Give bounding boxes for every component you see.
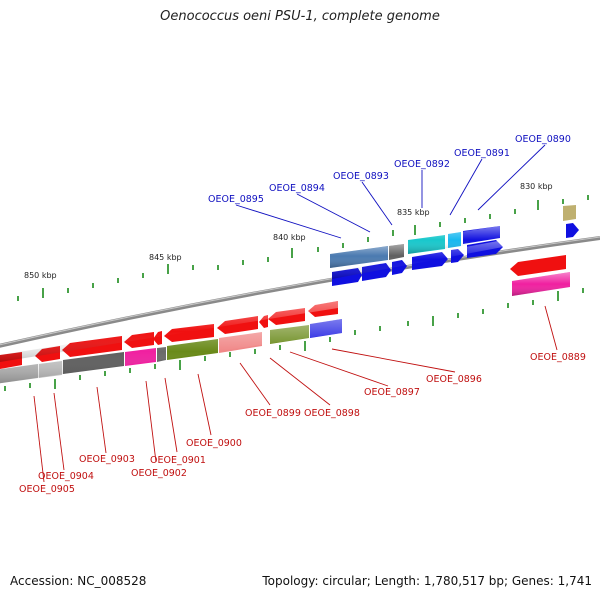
- gene-label-oeoe-0896: OEOE_0896: [426, 374, 482, 385]
- scale-labels: 830 kbp 835 kbp 840 kbp 845 kbp 850 kbp: [24, 182, 553, 280]
- gene-label-oeoe-0897: OEOE_0897: [364, 387, 420, 398]
- gene-feature: [330, 244, 404, 268]
- gene-label-oeoe-0899: OEOE_0899: [245, 408, 301, 419]
- scale-label-850: 850 kbp: [24, 271, 57, 280]
- plus-gene-labels: OEOE_0890 OEOE_0891 OEOE_0892 OEOE_0893 …: [208, 134, 571, 205]
- gene-label-oeoe-0893: OEOE_0893: [333, 171, 389, 182]
- gene-arrow-0889: [510, 255, 566, 276]
- accession-text: Accession: NC_008528: [10, 574, 147, 588]
- gene-label-oeoe-0898: OEOE_0898: [304, 408, 360, 419]
- plus-leader-lines: [235, 144, 546, 239]
- genome-backbone: [0, 236, 600, 348]
- minus-gene-labels: OEOE_0889 OEOE_0896 OEOE_0897 OEOE_0898 …: [19, 352, 586, 495]
- scale-label-840: 840 kbp: [273, 233, 306, 242]
- scale-label-845: 845 kbp: [149, 253, 182, 262]
- minus-strand-genes: [0, 255, 566, 369]
- genome-summary-text: Topology: circular; Length: 1,780,517 bp…: [262, 574, 592, 588]
- gene-label-oeoe-0892: OEOE_0892: [394, 159, 450, 170]
- inner-tick-row: [4, 288, 584, 391]
- plus-strand-cog-track: [330, 205, 576, 268]
- gene-label-oeoe-0904: OEOE_0904: [38, 471, 94, 482]
- gene-label-oeoe-0889: OEOE_0889: [530, 352, 586, 363]
- minus-leader-lines: [33, 305, 558, 483]
- gene-label-oeoe-0890: OEOE_0890: [515, 134, 571, 145]
- map-title: Oenococcus oeni PSU-1, complete genome: [160, 9, 440, 24]
- scale-label-835: 835 kbp: [397, 208, 430, 217]
- gene-label-oeoe-0902: OEOE_0902: [131, 468, 187, 479]
- gene-arrow-0890b: [566, 223, 579, 238]
- gene-label-oeoe-0905: OEOE_0905: [19, 484, 75, 495]
- gene-label-oeoe-0900: OEOE_0900: [186, 438, 242, 449]
- outer-tick-row: [17, 195, 589, 301]
- gene-feature: [563, 205, 576, 221]
- gene-label-oeoe-0901: OEOE_0901: [150, 455, 206, 466]
- gene-feature: [408, 226, 500, 254]
- gene-label-oeoe-0894: OEOE_0894: [269, 183, 325, 194]
- gene-label-oeoe-0891: OEOE_0891: [454, 148, 510, 159]
- scale-label-830: 830 kbp: [520, 182, 553, 191]
- gene-label-oeoe-0895: OEOE_0895: [208, 194, 264, 205]
- plus-strand-genes: [332, 223, 579, 286]
- genome-backbone-highlight: [0, 236, 600, 346]
- gene-label-oeoe-0903: OEOE_0903: [79, 454, 135, 465]
- minus-strand-cog-track: [0, 272, 570, 384]
